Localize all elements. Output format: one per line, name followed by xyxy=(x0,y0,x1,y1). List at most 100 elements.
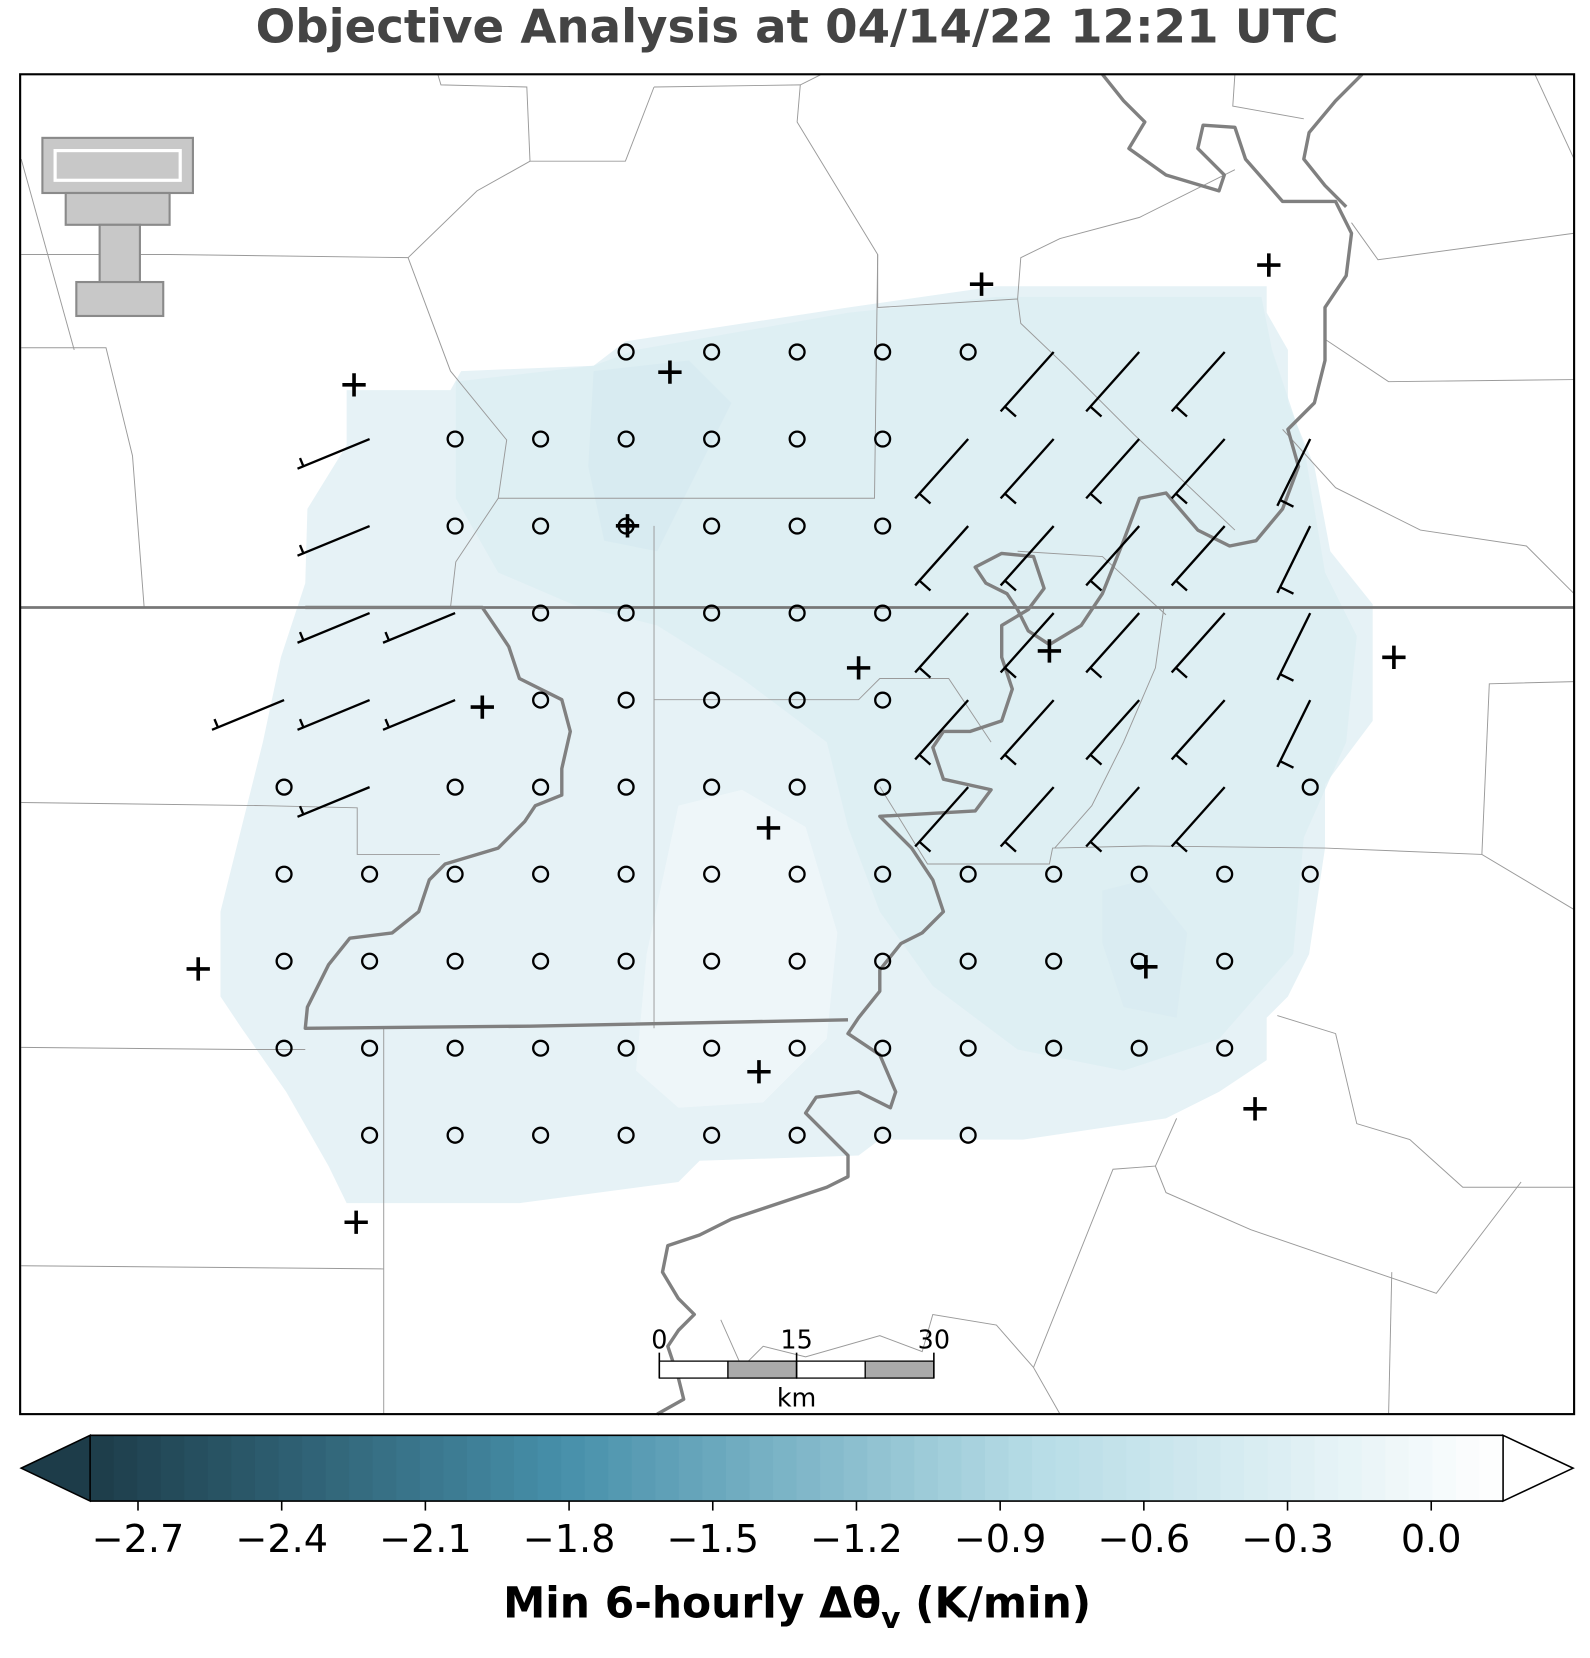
station-calm xyxy=(874,430,892,448)
station-missing xyxy=(344,1210,368,1234)
station-calm xyxy=(617,1039,635,1057)
colorbar-band xyxy=(820,1435,845,1502)
county-line xyxy=(1351,222,1575,261)
colorbar-band xyxy=(1220,1435,1245,1502)
logo xyxy=(41,136,194,318)
wind-barb-tick xyxy=(1089,579,1103,592)
station-calm xyxy=(275,865,293,883)
station-calm xyxy=(703,1039,721,1057)
colorbar-band xyxy=(1126,1435,1151,1502)
station-calm xyxy=(617,952,635,970)
station-calm xyxy=(532,1126,550,1144)
station-calm xyxy=(617,865,635,883)
scale-bar: 0 15 30 km xyxy=(651,1324,950,1412)
colorbar-band xyxy=(1055,1435,1080,1502)
wind-barb-tick xyxy=(213,718,219,728)
station-calm xyxy=(788,1126,806,1144)
county-line xyxy=(720,1313,1034,1369)
county-line xyxy=(1032,1165,1156,1415)
colorbar-outline xyxy=(90,1434,1504,1502)
county-line xyxy=(1282,429,1575,595)
station-calm xyxy=(1045,952,1063,970)
colorbar-label-main: Min 6-hourly Δθ xyxy=(503,1579,881,1628)
wind-barb-tick xyxy=(1004,492,1017,505)
wind-barb-tick xyxy=(298,544,305,554)
station-calm xyxy=(532,604,550,622)
wind-barb-tick xyxy=(1279,586,1294,595)
colorbar-band xyxy=(490,1435,515,1502)
colorbar-band xyxy=(1361,1435,1386,1502)
county-line xyxy=(21,347,145,608)
station-calm xyxy=(703,865,721,883)
station-calm xyxy=(532,952,550,970)
wind-barb-staff xyxy=(999,525,1055,587)
colorbar-band xyxy=(631,1435,656,1502)
colorbar-tick-label: −0.9 xyxy=(954,1517,1047,1561)
station-calm xyxy=(703,343,721,361)
station-calm xyxy=(361,952,379,970)
wind-barb-staff xyxy=(999,699,1055,761)
colorbar-band xyxy=(278,1435,303,1502)
station-calm xyxy=(446,952,464,970)
station-missing xyxy=(1243,1097,1267,1121)
station-calm xyxy=(874,1039,892,1057)
map-frame xyxy=(19,73,1576,1416)
station-calm xyxy=(703,1126,721,1144)
wind-barb-tick xyxy=(918,666,932,679)
colorbar-band xyxy=(1008,1435,1033,1502)
wind-barb-staff xyxy=(999,351,1055,413)
station-calm xyxy=(703,604,721,622)
wind-barb-tick xyxy=(298,631,305,641)
station-calm xyxy=(532,517,550,535)
county-line xyxy=(1534,74,1575,160)
colorbar-band xyxy=(302,1435,327,1502)
station-calm xyxy=(959,1126,977,1144)
wind-barb-tick xyxy=(384,718,390,728)
wind-barb-tick xyxy=(1279,499,1294,508)
county-line xyxy=(1017,169,1236,300)
station-calm xyxy=(788,865,806,883)
station-missing xyxy=(969,272,994,296)
wind-barb-tick xyxy=(1089,666,1103,679)
station-calm xyxy=(703,952,721,970)
wind-barb-tick xyxy=(1089,405,1103,418)
colorbar-band xyxy=(137,1435,162,1502)
wind-barb-staff xyxy=(1085,438,1141,500)
colorbar-tick-label: −1.8 xyxy=(523,1517,616,1561)
county-line xyxy=(21,74,531,259)
colorbar-tick-label: 0.0 xyxy=(1401,1517,1462,1561)
station-calm xyxy=(703,517,721,535)
station-calm xyxy=(1216,952,1234,970)
station-calm xyxy=(1301,778,1319,796)
colorbar-band xyxy=(961,1435,986,1502)
wind-barb-staff xyxy=(999,612,1055,674)
county-line xyxy=(1154,1118,1522,1294)
colorbar-band xyxy=(513,1435,539,1502)
logo-bar xyxy=(41,136,194,195)
wind-barb-tick xyxy=(1175,753,1188,766)
logo-bar xyxy=(64,191,171,226)
colorbar-band xyxy=(1314,1435,1339,1502)
wind-barb-staff xyxy=(382,699,456,731)
station-calm xyxy=(874,691,892,709)
wind-barb-staff xyxy=(297,437,371,470)
county-lines xyxy=(20,73,1575,1415)
station-calm xyxy=(446,778,464,796)
station-calm xyxy=(275,778,293,796)
county-line xyxy=(877,254,1236,531)
station-calm xyxy=(703,430,721,448)
colorbar-band xyxy=(1244,1435,1269,1502)
wind-barb-staff xyxy=(1276,438,1312,507)
wind-barb-staff xyxy=(999,786,1055,848)
logo-stem xyxy=(98,223,141,292)
wind-barb-tick xyxy=(1279,673,1294,682)
wind-barb-tick xyxy=(298,457,305,467)
wind-barb-staff xyxy=(1170,786,1226,848)
station-calm xyxy=(788,952,806,970)
station-calm xyxy=(617,343,635,361)
station-calm xyxy=(532,865,550,883)
wind-barb-staff xyxy=(1085,525,1141,587)
station-missing xyxy=(342,373,366,397)
wind-barb-tick xyxy=(918,753,932,766)
station-calm xyxy=(532,778,550,796)
